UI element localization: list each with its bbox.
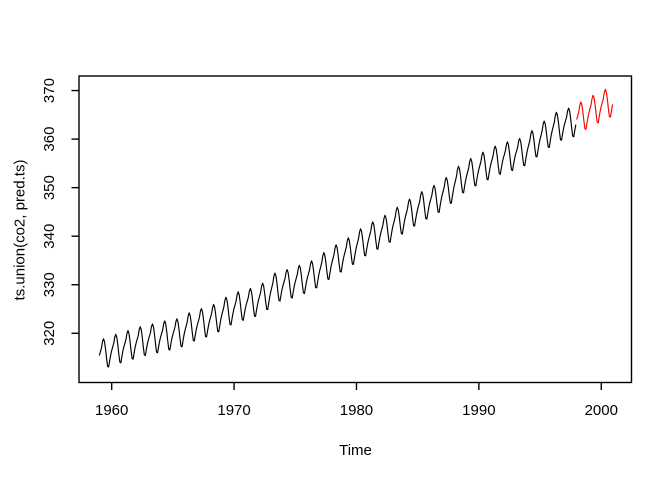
y-tick-label: 330 xyxy=(41,272,58,297)
series-co2 xyxy=(98,107,577,368)
x-tick-label: 1960 xyxy=(95,402,128,419)
y-axis-title: ts.union(co2, pred.ts) xyxy=(11,159,29,301)
x-tick-label: 2000 xyxy=(585,402,618,419)
x-axis-title: Time xyxy=(339,442,372,459)
x-tick-label: 1990 xyxy=(462,402,495,419)
x-tick-label: 1970 xyxy=(217,402,250,419)
y-tick-label: 350 xyxy=(41,175,58,200)
series-pred-ts xyxy=(576,88,614,130)
y-tick-label: 320 xyxy=(41,321,58,346)
y-tick-label: 340 xyxy=(41,224,58,249)
plot-box xyxy=(78,75,633,384)
y-tick-label: 370 xyxy=(41,78,58,103)
x-tick-label: 1980 xyxy=(340,402,373,419)
y-tick-label: 360 xyxy=(41,127,58,152)
